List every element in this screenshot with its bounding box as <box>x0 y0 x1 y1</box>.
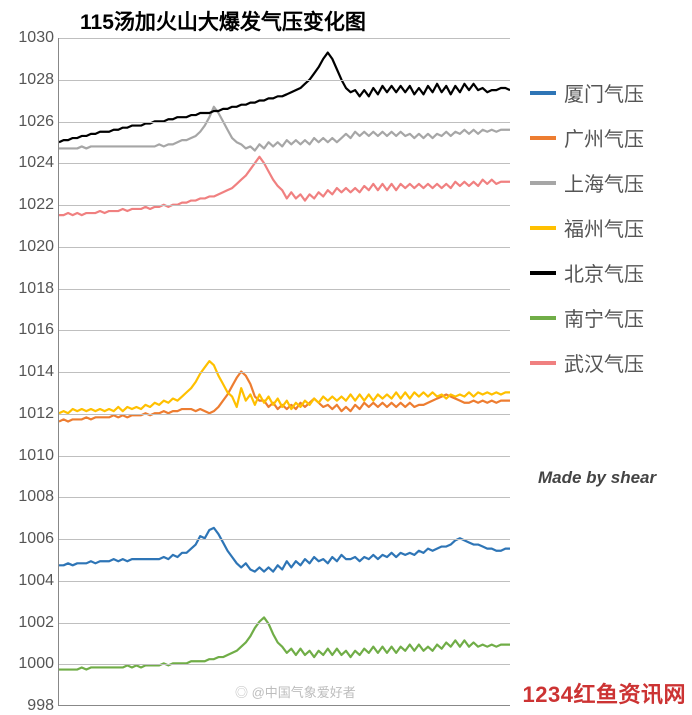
legend-item: 南宁气压 <box>530 303 644 332</box>
y-axis-label: 1010 <box>4 447 54 465</box>
grid-line <box>59 664 510 665</box>
y-axis-label: 1002 <box>4 614 54 632</box>
legend-label: 武汉气压 <box>564 348 644 377</box>
legend-item: 广州气压 <box>530 123 644 152</box>
legend-swatch <box>530 316 556 320</box>
grid-line <box>59 372 510 373</box>
grid-line <box>59 122 510 123</box>
legend: 厦门气压广州气压上海气压福州气压北京气压南宁气压武汉气压 <box>530 78 644 393</box>
series-line <box>59 528 510 572</box>
y-axis-label: 1000 <box>4 655 54 673</box>
grid-line <box>59 205 510 206</box>
attribution-text: Made by shear <box>538 468 656 488</box>
series-line <box>59 361 510 413</box>
grid-line <box>59 330 510 331</box>
grid-line <box>59 80 510 81</box>
legend-label: 上海气压 <box>564 168 644 197</box>
y-axis-label: 1004 <box>4 572 54 590</box>
legend-swatch <box>530 226 556 230</box>
grid-line <box>59 623 510 624</box>
y-axis-label: 1024 <box>4 154 54 172</box>
y-axis-label: 1012 <box>4 405 54 423</box>
watermark-site: 1234红鱼资讯网 <box>523 677 686 709</box>
legend-label: 南宁气压 <box>564 303 644 332</box>
grid-line <box>59 414 510 415</box>
y-axis-label: 1018 <box>4 280 54 298</box>
legend-swatch <box>530 136 556 140</box>
y-axis-label: 1028 <box>4 71 54 89</box>
legend-label: 厦门气压 <box>564 78 644 107</box>
legend-swatch <box>530 361 556 365</box>
y-axis-label: 1026 <box>4 113 54 131</box>
grid-line <box>59 539 510 540</box>
legend-swatch <box>530 91 556 95</box>
legend-item: 北京气压 <box>530 258 644 287</box>
series-line <box>59 617 510 669</box>
chart-container: 115汤加火山大爆发气压变化图 厦门气压广州气压上海气压福州气压北京气压南宁气压… <box>0 0 692 713</box>
legend-label: 北京气压 <box>564 258 644 287</box>
legend-swatch <box>530 271 556 275</box>
y-axis-label: 1020 <box>4 238 54 256</box>
y-axis-label: 1014 <box>4 363 54 381</box>
y-axis-label: 1006 <box>4 530 54 548</box>
series-line <box>59 53 510 143</box>
legend-label: 广州气压 <box>564 123 644 152</box>
grid-line <box>59 163 510 164</box>
chart-title: 115汤加火山大爆发气压变化图 <box>80 6 366 36</box>
grid-line <box>59 456 510 457</box>
watermark-weibo: ◎ @中国气象爱好者 <box>235 682 356 701</box>
y-axis-label: 1016 <box>4 321 54 339</box>
grid-line <box>59 497 510 498</box>
legend-item: 厦门气压 <box>530 78 644 107</box>
plot-area <box>58 38 510 706</box>
y-axis-label: 1008 <box>4 488 54 506</box>
y-axis-label: 1030 <box>4 29 54 47</box>
grid-line <box>59 581 510 582</box>
grid-line <box>59 247 510 248</box>
y-axis-label: 998 <box>4 697 54 715</box>
grid-line <box>59 38 510 39</box>
legend-swatch <box>530 181 556 185</box>
legend-item: 武汉气压 <box>530 348 644 377</box>
y-axis-label: 1022 <box>4 196 54 214</box>
legend-item: 福州气压 <box>530 213 644 242</box>
legend-label: 福州气压 <box>564 213 644 242</box>
legend-item: 上海气压 <box>530 168 644 197</box>
series-line <box>59 157 510 215</box>
grid-line <box>59 289 510 290</box>
